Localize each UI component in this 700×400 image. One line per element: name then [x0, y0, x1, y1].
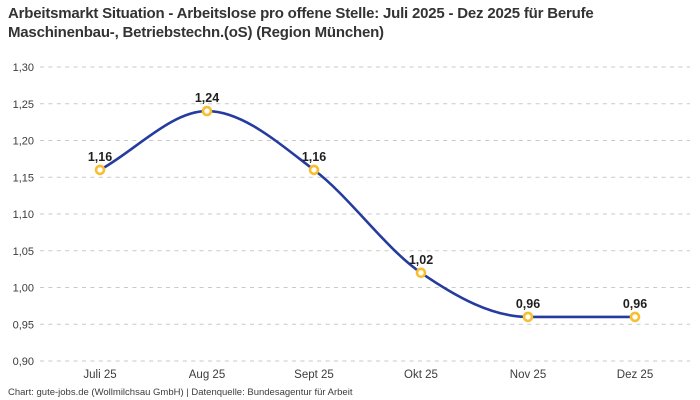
y-axis-tick-label: 1,00: [13, 283, 34, 295]
y-axis-tick-label: 1,10: [13, 209, 34, 221]
data-point-label: 0,96: [623, 297, 647, 311]
x-axis-tick-label: Nov 25: [510, 369, 546, 381]
y-axis-tick-label: 0,95: [13, 319, 34, 331]
data-point-marker[interactable]: [629, 311, 641, 323]
data-point-label: 0,96: [516, 297, 540, 311]
chart-source-attribution: Chart: gute-jobs.de (Wollmilchsau GmbH) …: [8, 387, 353, 398]
y-axis-tick-label: 0,90: [13, 356, 34, 368]
chart-title: Arbeitsmarkt Situation - Arbeitslose pro…: [8, 5, 594, 41]
x-axis-tick-label: Aug 25: [189, 369, 225, 381]
y-axis-tick-label: 1,05: [13, 246, 34, 258]
data-point-marker[interactable]: [201, 105, 213, 117]
x-axis-tick-label: Juli 25: [83, 369, 116, 381]
y-axis-tick-label: 1,25: [13, 99, 34, 111]
data-point-label: 1,02: [409, 253, 433, 267]
y-axis-tick-label: 1,30: [13, 62, 34, 74]
x-axis-tick-label: Sept 25: [294, 369, 334, 381]
data-point-label: 1,16: [302, 150, 326, 164]
y-axis-tick-label: 1,15: [13, 172, 34, 184]
data-point-marker[interactable]: [522, 311, 534, 323]
data-point-label: 1,16: [88, 150, 112, 164]
data-point-marker[interactable]: [308, 164, 320, 176]
x-axis-tick-label: Okt 25: [404, 369, 438, 381]
data-point-marker[interactable]: [94, 164, 106, 176]
x-axis-tick-label: Dez 25: [617, 369, 653, 381]
y-axis-tick-label: 1,20: [13, 136, 34, 148]
data-point-label: 1,24: [195, 91, 219, 105]
data-point-marker[interactable]: [415, 267, 427, 279]
